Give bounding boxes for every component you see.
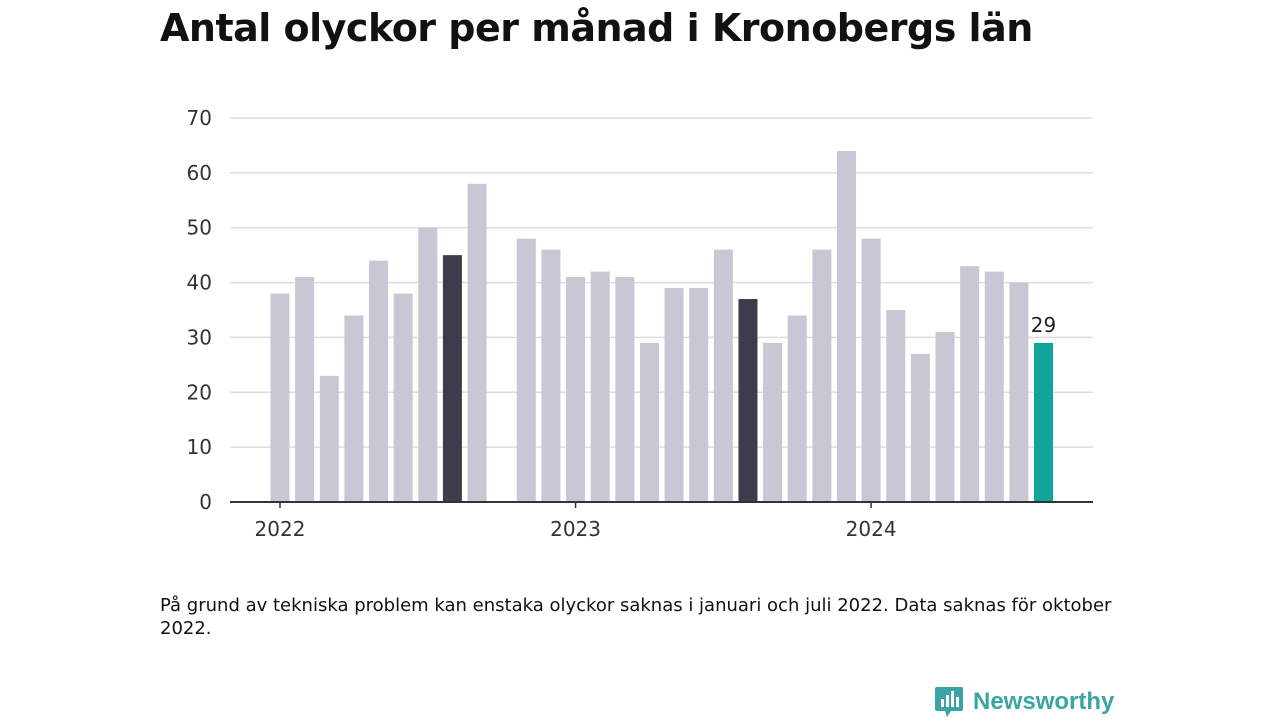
y-tick-label: 40	[187, 271, 212, 295]
bar-2022-07	[418, 227, 438, 502]
data-label-2024-08: 29	[1031, 313, 1056, 337]
bar-2024-04	[935, 331, 955, 502]
y-tick-label: 70	[187, 106, 212, 130]
bar-2022-04	[344, 315, 364, 502]
x-tick-label: 2024	[846, 517, 897, 541]
bar-chart: 29 0 10 20 30 40 50 60 70 2022 2023 2024	[187, 106, 1093, 541]
bar-2023-02	[590, 271, 610, 502]
bar-2024-08	[1034, 342, 1054, 502]
bar-2024-03	[910, 353, 930, 502]
bar-2023-01	[566, 277, 586, 502]
bar-2022-03	[319, 375, 339, 502]
bar-2024-06	[984, 271, 1004, 502]
bar-2022-08	[442, 255, 462, 502]
bar-2023-07	[713, 249, 733, 502]
bar-2022-05	[369, 260, 389, 502]
bar-2023-08	[738, 299, 758, 502]
bar-2023-04	[639, 342, 659, 502]
y-tick-label: 30	[187, 325, 212, 349]
bar-2023-11	[812, 249, 832, 502]
bar-2022-09	[467, 183, 487, 502]
bar-2023-09	[763, 342, 783, 502]
bar-2023-10	[787, 315, 807, 502]
y-tick-label: 10	[187, 435, 212, 459]
bar-2024-07	[1009, 282, 1029, 502]
bar-2024-01	[861, 238, 881, 502]
brand-name: Newsworthy	[973, 688, 1115, 715]
y-tick-label: 60	[187, 161, 212, 185]
y-tick-label: 50	[187, 216, 212, 240]
bar-2024-02	[886, 310, 906, 502]
x-tick-label: 2022	[255, 517, 306, 541]
bar-2023-05	[664, 288, 684, 502]
x-tick-label: 2023	[550, 517, 601, 541]
bar-2023-12	[836, 150, 856, 502]
y-tick-label: 0	[199, 490, 212, 514]
axes: 0 10 20 30 40 50 60 70 2022 2023 2024	[187, 106, 1093, 541]
brand-logo-group: Newsworthy	[934, 682, 1114, 722]
bars: 29	[270, 150, 1056, 502]
y-tick-label: 20	[187, 380, 212, 404]
bar-2023-03	[615, 277, 635, 502]
bar-2022-06	[393, 293, 413, 502]
chart-title: Antal olyckor per månad i Kronobergs län	[160, 6, 1033, 50]
bar-2023-06	[689, 288, 709, 502]
bar-2022-11	[516, 238, 536, 502]
bar-2024-05	[960, 266, 980, 502]
bar-2022-02	[295, 277, 315, 502]
bar-2022-12	[541, 249, 561, 502]
bar-2022-01	[270, 293, 290, 502]
footnote: På grund av tekniska problem kan enstaka…	[160, 595, 1112, 639]
newsworthy-logo-icon	[935, 687, 963, 717]
